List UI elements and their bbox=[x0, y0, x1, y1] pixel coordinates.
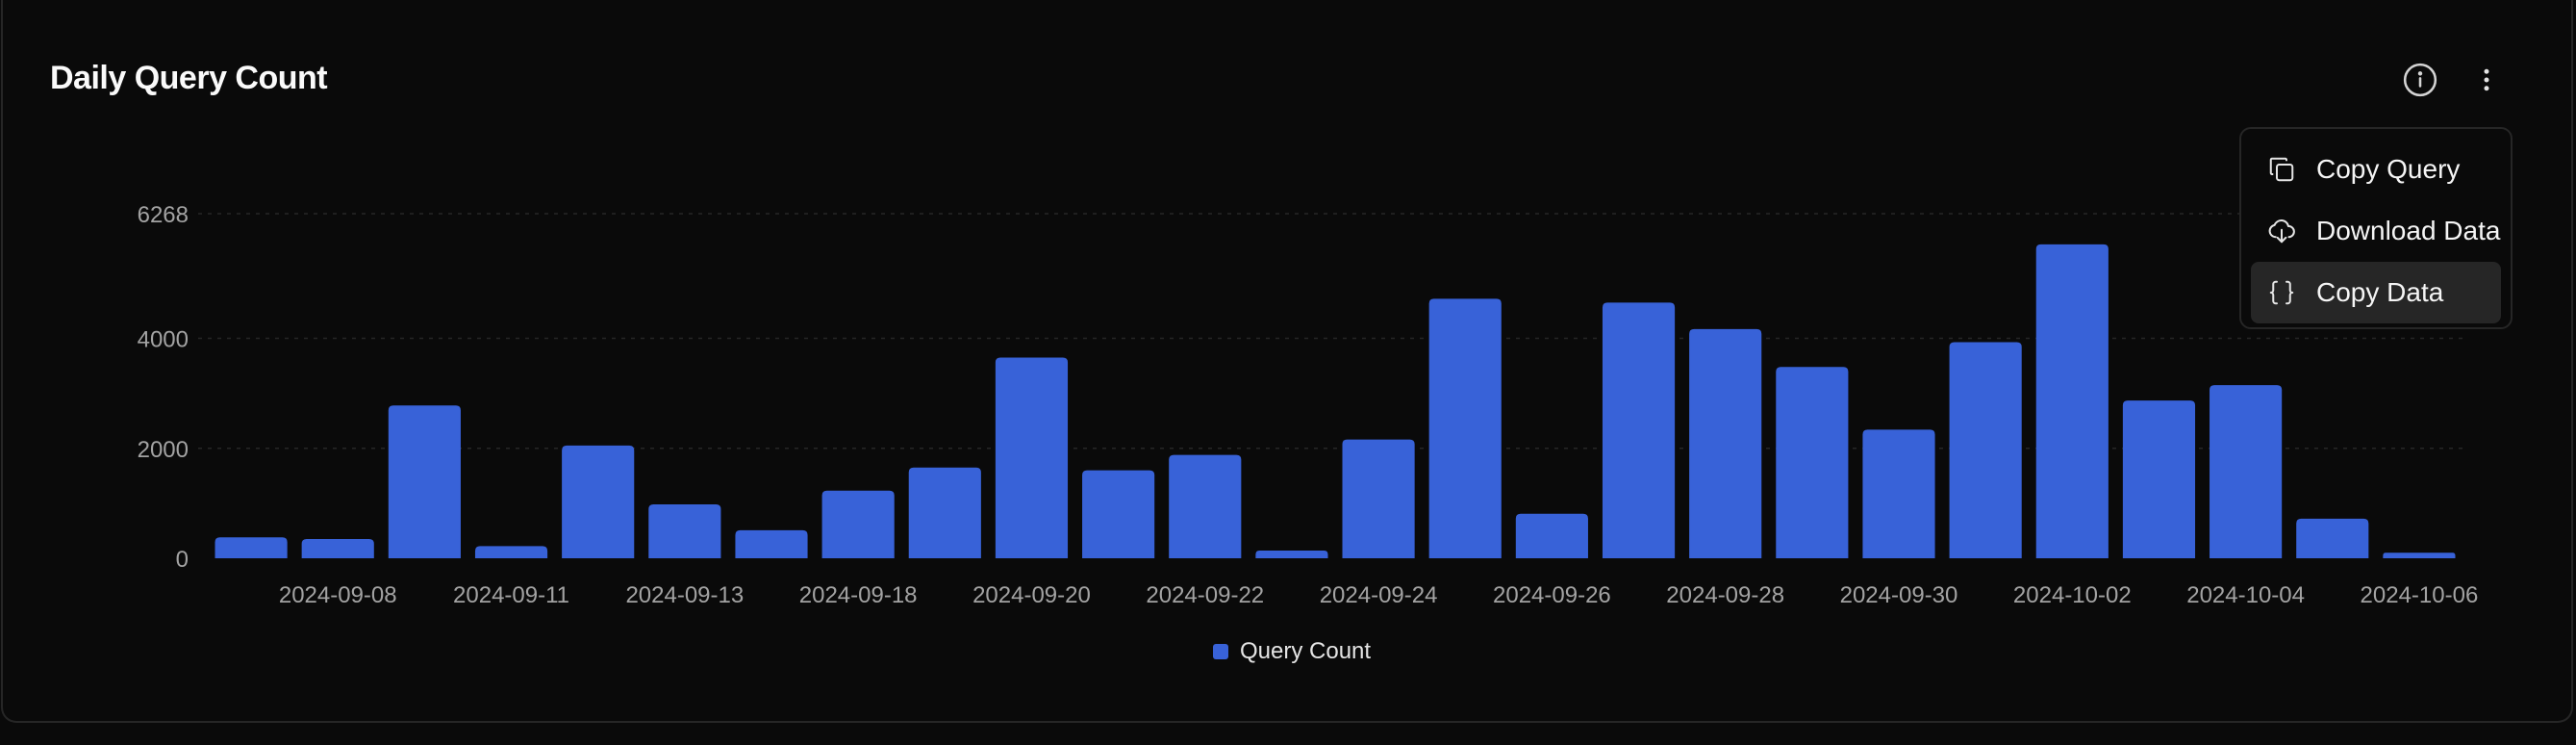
info-button[interactable] bbox=[2396, 56, 2444, 104]
x-tick-label: 2024-09-20 bbox=[972, 582, 1091, 608]
bar[interactable] bbox=[1428, 298, 1502, 558]
bar-chart: 0 2000 4000 6268 2024-09-08 2024-09-11 2024-09… bbox=[138, 202, 2479, 608]
x-tick-label: 2024-10-04 bbox=[2186, 582, 2305, 608]
bar[interactable] bbox=[562, 445, 635, 558]
bar[interactable] bbox=[648, 504, 721, 558]
bar[interactable] bbox=[1255, 551, 1328, 558]
cloud-download-icon bbox=[2266, 216, 2297, 246]
info-icon bbox=[2403, 63, 2437, 97]
x-tick-label: 2024-10-02 bbox=[2013, 582, 2132, 608]
bar[interactable] bbox=[1082, 470, 1155, 558]
chart-card: Daily Query Count 0 2000 4000 6268 2024-09-0… bbox=[1, 0, 2573, 723]
legend-label: Query Count bbox=[1240, 638, 1372, 664]
x-tick-label: 2024-09-13 bbox=[625, 582, 744, 608]
menu-item-label: Download Data bbox=[2316, 216, 2501, 245]
bar[interactable] bbox=[1342, 439, 1415, 558]
copy-icon bbox=[2266, 154, 2297, 185]
x-tick-label: 2024-09-28 bbox=[1666, 582, 1784, 608]
x-tick-label: 2024-09-11 bbox=[453, 582, 569, 608]
bar[interactable] bbox=[1776, 367, 1849, 558]
y-tick-label: 4000 bbox=[138, 327, 189, 353]
x-tick-label: 2024-09-24 bbox=[1320, 582, 1438, 608]
y-tick-label: 2000 bbox=[138, 437, 189, 463]
bar[interactable] bbox=[2383, 552, 2456, 558]
bar[interactable] bbox=[2035, 244, 2109, 558]
menu-item-copy-data[interactable]: Copy Data bbox=[2251, 262, 2501, 323]
y-tick-label: 0 bbox=[176, 547, 189, 573]
x-tick-label: 2024-09-22 bbox=[1146, 582, 1264, 608]
braces-icon bbox=[2266, 277, 2297, 308]
menu-item-copy-query[interactable]: Copy Query bbox=[2251, 139, 2501, 200]
x-tick-label: 2024-10-06 bbox=[2361, 582, 2479, 608]
bar[interactable] bbox=[301, 539, 374, 558]
bar[interactable] bbox=[388, 405, 461, 558]
chart-legend: Query Count bbox=[1213, 638, 1371, 665]
bar[interactable] bbox=[2122, 400, 2196, 558]
bar[interactable] bbox=[735, 529, 808, 558]
options-menu: Copy Query Download Data Copy Data bbox=[2239, 127, 2513, 329]
x-tick-label: 2024-09-30 bbox=[1840, 582, 1958, 608]
menu-item-download-data[interactable]: Download Data bbox=[2251, 200, 2501, 262]
bar[interactable] bbox=[474, 546, 548, 558]
menu-item-label: Copy Query bbox=[2316, 154, 2461, 184]
legend-swatch bbox=[1213, 644, 1228, 659]
x-tick-label: 2024-09-08 bbox=[279, 582, 397, 608]
bar[interactable] bbox=[1949, 342, 2022, 558]
x-tick-label: 2024-09-18 bbox=[799, 582, 918, 608]
bar[interactable] bbox=[995, 357, 1069, 558]
bar[interactable] bbox=[1862, 429, 1935, 558]
y-tick-label: 6268 bbox=[138, 202, 189, 228]
bar[interactable] bbox=[1515, 513, 1588, 558]
x-tick-label: 2024-09-26 bbox=[1493, 582, 1611, 608]
bar[interactable] bbox=[2210, 385, 2283, 558]
menu-item-label: Copy Data bbox=[2316, 277, 2444, 307]
more-options-button[interactable] bbox=[2462, 56, 2511, 104]
bar[interactable] bbox=[1602, 302, 1676, 558]
bar[interactable] bbox=[1169, 454, 1242, 558]
bar[interactable] bbox=[908, 467, 981, 558]
more-vertical-icon bbox=[2484, 68, 2489, 91]
bar[interactable] bbox=[821, 490, 895, 558]
card-title: Daily Query Count bbox=[50, 60, 328, 96]
bar[interactable] bbox=[2296, 518, 2369, 558]
bar[interactable] bbox=[215, 537, 288, 558]
bar[interactable] bbox=[1689, 328, 1762, 558]
